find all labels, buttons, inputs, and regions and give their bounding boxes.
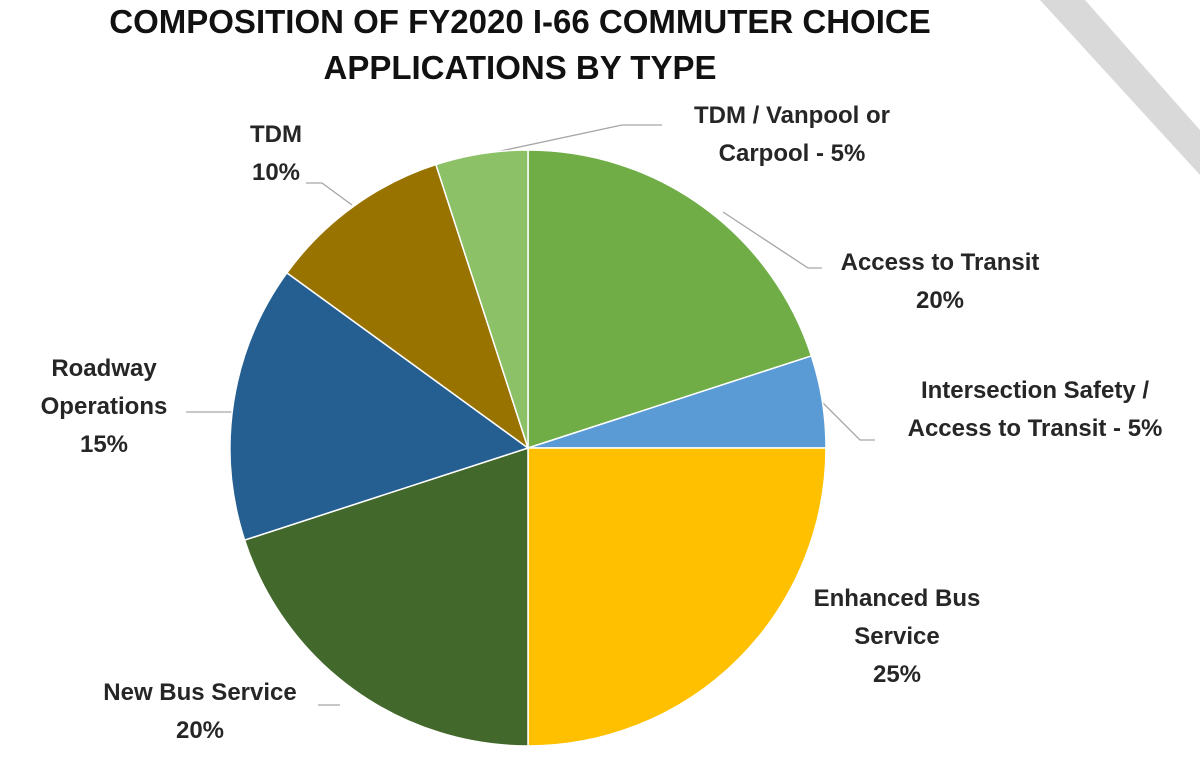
pie-slice-tdm: [285, 163, 530, 450]
pie-slice-access-to-transit: [527, 149, 813, 450]
slice-label: Access to Transit 20%: [841, 249, 1040, 314]
slice-label-line: Carpool - 5%: [719, 140, 866, 167]
slice-label-line: Access to Transit - 5%: [908, 415, 1163, 442]
slice-label-line: Roadway: [51, 355, 157, 382]
leader-line: [817, 397, 875, 441]
chart-title-line-2: APPLICATIONS BY TYPE: [323, 49, 716, 86]
pie-slice-new-bus-service: [243, 446, 529, 747]
leader-line: [306, 182, 353, 206]
slice-label: Intersection Safety / Access to Transit -…: [908, 377, 1163, 442]
leader-lines: [186, 124, 875, 706]
slice-label: New Bus Service 20%: [103, 679, 296, 744]
leader-line: [481, 124, 662, 156]
corner-decoration: [1040, 0, 1200, 175]
slice-label-line: Access to Transit: [841, 249, 1040, 276]
pie-slices: [229, 149, 827, 747]
slice-label-line: 20%: [916, 287, 964, 314]
slice-label-line: Service: [854, 623, 939, 650]
slice-label-line: 15%: [80, 431, 128, 458]
pie-slice-enhanced-bus-service: [527, 447, 827, 747]
slice-label-line: TDM / Vanpool or: [694, 102, 890, 129]
slice-label-line: TDM: [250, 121, 302, 148]
slice-label-line: Operations: [41, 393, 168, 420]
chart-title-line-1: COMPOSITION OF FY2020 I-66 COMMUTER CHOI…: [109, 3, 930, 40]
leader-line: [722, 211, 822, 269]
slice-labels: Access to Transit 20% Intersection Safety …: [41, 102, 1163, 744]
pie-slice-tdm-vanpool-or-carpool: [434, 149, 529, 449]
slice-label: TDM 10%: [250, 121, 302, 186]
pie-slice-roadway-operations: [229, 271, 530, 542]
slice-label: Enhanced Bus Service 25%: [814, 585, 981, 688]
slice-label: TDM / Vanpool or Carpool - 5%: [694, 102, 890, 167]
slice-label-line: New Bus Service: [103, 679, 296, 706]
slice-label: Roadway Operations 15%: [41, 355, 168, 458]
slice-label-line: 25%: [873, 661, 921, 688]
slice-label-line: 20%: [176, 717, 224, 744]
slice-label-line: Enhanced Bus: [814, 585, 981, 612]
slice-label-line: 10%: [252, 159, 300, 186]
slice-label-line: Intersection Safety /: [921, 377, 1149, 404]
